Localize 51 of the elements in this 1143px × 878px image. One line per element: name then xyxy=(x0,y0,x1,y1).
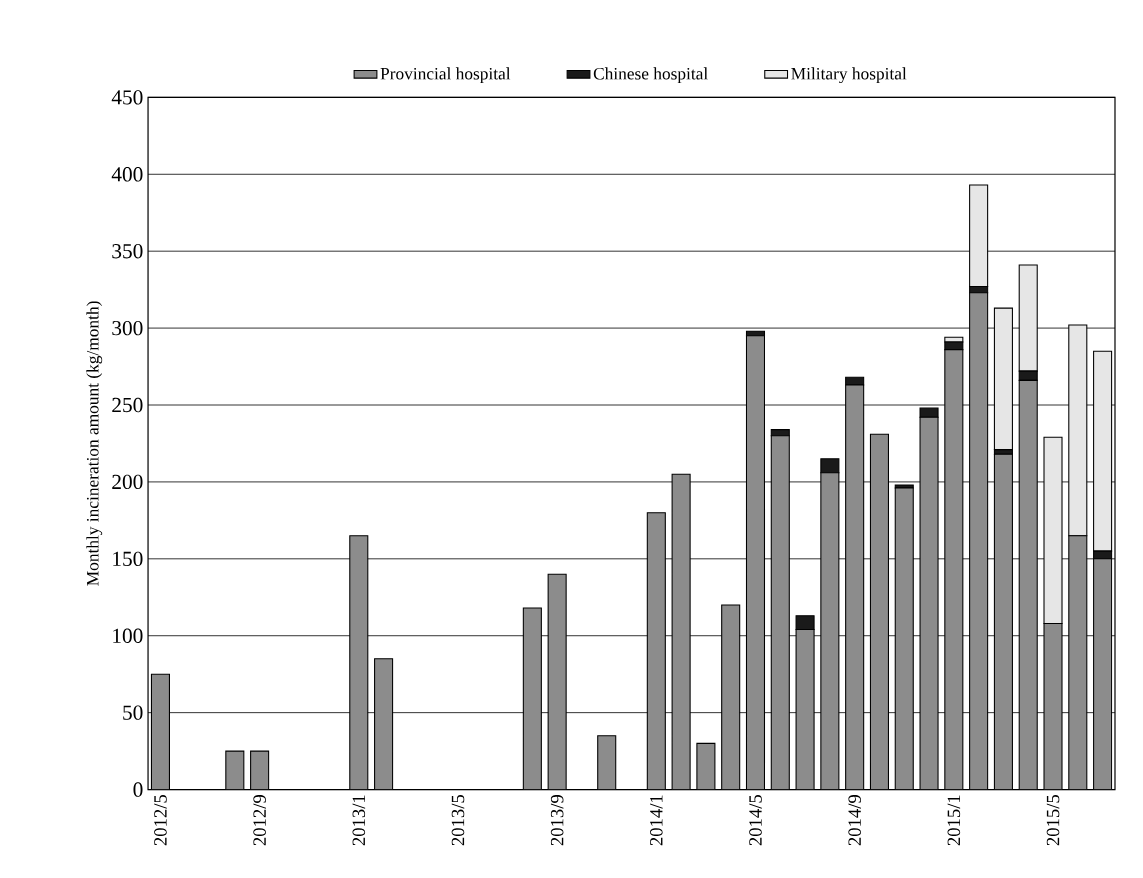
x-tick-label: 2013/1 xyxy=(352,795,366,846)
y-tick-label: 400 xyxy=(111,167,143,182)
bar xyxy=(374,658,394,790)
bar xyxy=(721,604,741,790)
bar xyxy=(349,535,369,790)
bar xyxy=(845,384,865,790)
bar xyxy=(597,735,617,790)
bar xyxy=(1018,380,1038,790)
bar xyxy=(795,615,815,631)
x-tick-label: 2012/9 xyxy=(253,795,266,846)
x-tick-label: 2014/1 xyxy=(650,795,663,846)
bar xyxy=(1093,558,1113,790)
bar xyxy=(770,435,790,790)
bar xyxy=(150,673,170,790)
bar xyxy=(250,750,270,790)
x-tick-label: 2013/5 xyxy=(451,795,465,846)
x-tick-label: 2014/9 xyxy=(848,795,861,846)
x-tick-label: 2013/9 xyxy=(550,795,564,846)
y-tick-label: 150 xyxy=(113,551,143,567)
bar xyxy=(225,750,245,790)
bar xyxy=(944,349,964,790)
x-tick-label: 2015/1 xyxy=(947,795,961,846)
bar xyxy=(993,453,1013,790)
y-tick-label: 0 xyxy=(133,782,143,797)
legend-label: Chinese hospital xyxy=(593,67,708,84)
legend-label: Provincial hospital xyxy=(380,67,511,84)
bar xyxy=(894,487,914,790)
bar xyxy=(969,292,989,790)
bar xyxy=(869,433,889,790)
y-tick-label: 250 xyxy=(112,398,143,413)
bar xyxy=(969,184,989,288)
x-tick-label: 2012/5 xyxy=(154,795,167,846)
x-tick-label: 2015/5 xyxy=(1046,795,1060,846)
x-tick-label: 2014/5 xyxy=(749,795,762,846)
bar xyxy=(919,407,939,419)
y-tick-label: 450 xyxy=(111,90,143,105)
bar xyxy=(522,607,542,790)
bar xyxy=(1068,324,1088,537)
bar xyxy=(993,307,1013,451)
y-axis-title: Monthly incineration amount (kg/month) xyxy=(86,301,103,586)
y-tick-label: 100 xyxy=(113,628,143,644)
bar xyxy=(745,335,766,790)
bar xyxy=(1068,535,1088,790)
y-tick-label: 350 xyxy=(112,244,143,259)
bar xyxy=(820,458,840,474)
y-tick-label: 200 xyxy=(112,474,143,490)
bar xyxy=(1043,436,1063,625)
y-tick-label: 50 xyxy=(123,705,143,721)
bar xyxy=(646,512,666,790)
legend-label: Military hospital xyxy=(791,67,907,84)
y-tick-label: 300 xyxy=(112,321,143,336)
